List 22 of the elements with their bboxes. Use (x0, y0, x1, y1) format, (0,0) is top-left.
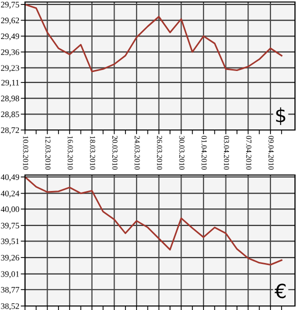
line-series (25, 176, 282, 266)
y-tick-label: 39,51 (1, 238, 19, 246)
y-tick-label: 29,36 (1, 49, 20, 56)
annotation: $ (276, 107, 286, 125)
y-tick-label: 40,24 (0, 190, 20, 198)
y-tick-label: 39,26 (1, 254, 20, 262)
y-tick-label: 39,75 (1, 222, 20, 230)
y-tick-label: 29,49 (1, 34, 20, 40)
y-tick-label: 28,72 (1, 127, 19, 134)
y-tick-label: 29,62 (1, 18, 19, 24)
line-series (25, 4, 282, 72)
y-tick-label: 40,00 (0, 206, 20, 214)
y-tick-label: 29,23 (1, 65, 20, 72)
y-tick-label: 29,11 (1, 80, 19, 87)
annotation: € (274, 284, 286, 298)
y-tick-label: 38,77 (1, 286, 20, 294)
y-tick-label: 39,01 (1, 271, 19, 278)
y-tick-label: 29,75 (1, 2, 20, 9)
y-tick-label: 40,49 (0, 174, 20, 182)
y-tick-label: 28,85 (1, 112, 20, 118)
y-tick-label: 28,98 (1, 96, 20, 102)
y-tick-label: 38,52 (1, 303, 19, 310)
